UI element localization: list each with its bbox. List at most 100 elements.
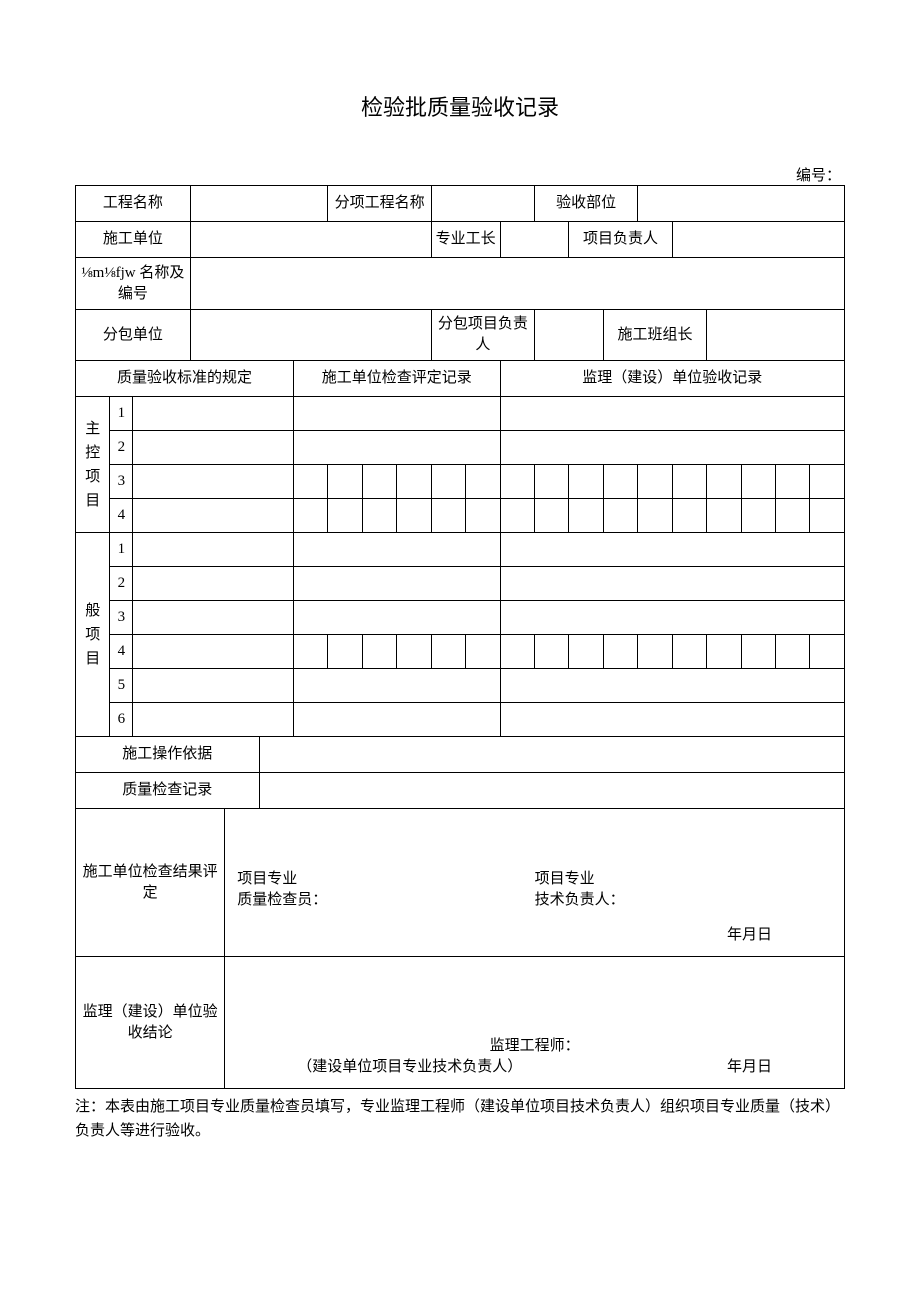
table-cell[interactable] xyxy=(810,635,845,669)
table-cell[interactable] xyxy=(569,465,603,499)
table-cell[interactable] xyxy=(133,499,294,533)
table-cell[interactable] xyxy=(741,465,775,499)
field-subitem[interactable] xyxy=(431,186,534,222)
header-quality-standard: 质量验收标准的规定 xyxy=(76,361,294,397)
table-cell[interactable] xyxy=(638,465,672,499)
label-project-name: 工程名称 xyxy=(76,186,191,222)
field-quality-record[interactable] xyxy=(259,773,844,809)
table-cell[interactable] xyxy=(500,567,844,601)
table-cell[interactable] xyxy=(500,669,844,703)
table-cell[interactable] xyxy=(294,635,328,669)
table-cell[interactable] xyxy=(638,635,672,669)
signature-area-1[interactable]: 项目专业 质量检查员： 项目专业 技术负责人： 年月日 xyxy=(225,809,845,957)
table-cell[interactable] xyxy=(133,533,294,567)
table-cell[interactable] xyxy=(133,431,294,465)
label-basis: 施工操作依据 xyxy=(76,737,260,773)
table-cell[interactable] xyxy=(133,601,294,635)
table-cell[interactable] xyxy=(569,499,603,533)
table-cell[interactable] xyxy=(362,499,396,533)
table-cell[interactable] xyxy=(500,499,534,533)
table-cell[interactable] xyxy=(707,465,741,499)
table-cell[interactable] xyxy=(707,499,741,533)
table-cell[interactable] xyxy=(133,703,294,737)
table-cell[interactable] xyxy=(500,703,844,737)
table-cell[interactable] xyxy=(466,499,500,533)
table-cell[interactable] xyxy=(431,635,465,669)
field-standard[interactable] xyxy=(190,258,844,310)
table-cell[interactable] xyxy=(810,499,845,533)
field-project-name[interactable] xyxy=(190,186,328,222)
signature-area-2[interactable]: 监理工程师： （建设单位项目专业技术负责人） 年月日 xyxy=(225,957,845,1089)
table-cell[interactable] xyxy=(569,635,603,669)
table-cell[interactable] xyxy=(466,465,500,499)
table-cell[interactable] xyxy=(500,601,844,635)
table-cell[interactable] xyxy=(362,465,396,499)
label-supervisor-engineer: 监理工程师： xyxy=(237,1036,832,1057)
main-table: 工程名称 分项工程名称 验收部位 施工单位 专业工长 项目负责人 ⅛m⅛fjw … xyxy=(75,185,845,1089)
table-cell[interactable] xyxy=(741,499,775,533)
table-cell[interactable] xyxy=(431,465,465,499)
table-cell[interactable] xyxy=(328,465,362,499)
table-cell[interactable] xyxy=(775,499,809,533)
field-subcontract-leader[interactable] xyxy=(534,310,603,361)
table-cell[interactable] xyxy=(603,635,637,669)
table-cell[interactable] xyxy=(133,669,294,703)
table-cell[interactable] xyxy=(294,601,501,635)
table-cell[interactable] xyxy=(500,635,534,669)
table-cell[interactable] xyxy=(328,499,362,533)
table-cell[interactable] xyxy=(431,499,465,533)
field-project-leader[interactable] xyxy=(672,222,844,258)
table-cell[interactable] xyxy=(741,635,775,669)
table-cell[interactable] xyxy=(362,635,396,669)
table-cell[interactable] xyxy=(500,533,844,567)
table-cell[interactable] xyxy=(534,499,568,533)
field-foreman[interactable] xyxy=(500,222,569,258)
label-subcontract: 分包单位 xyxy=(76,310,191,361)
table-cell[interactable] xyxy=(603,499,637,533)
field-team-leader[interactable] xyxy=(707,310,845,361)
table-cell[interactable] xyxy=(397,465,431,499)
table-cell[interactable] xyxy=(328,635,362,669)
table-cell[interactable] xyxy=(500,397,844,431)
table-cell[interactable] xyxy=(466,635,500,669)
header-supervision-record: 监理（建设）单位验收记录 xyxy=(500,361,844,397)
table-cell[interactable] xyxy=(294,499,328,533)
table-cell[interactable] xyxy=(500,431,844,465)
table-cell[interactable] xyxy=(775,635,809,669)
table-cell[interactable] xyxy=(133,635,294,669)
table-cell[interactable] xyxy=(397,635,431,669)
gen-row-num: 2 xyxy=(110,567,133,601)
table-cell[interactable] xyxy=(534,465,568,499)
table-cell[interactable] xyxy=(672,465,706,499)
label-subitem: 分项工程名称 xyxy=(328,186,431,222)
table-cell[interactable] xyxy=(294,431,501,465)
table-cell[interactable] xyxy=(500,465,534,499)
table-cell[interactable] xyxy=(294,703,501,737)
label-foreman: 专业工长 xyxy=(431,222,500,258)
field-accept-part[interactable] xyxy=(638,186,845,222)
table-cell[interactable] xyxy=(294,669,501,703)
table-cell[interactable] xyxy=(133,465,294,499)
table-cell[interactable] xyxy=(294,397,501,431)
field-basis[interactable] xyxy=(259,737,844,773)
table-cell[interactable] xyxy=(294,567,501,601)
label-main-control: 主控项目 xyxy=(76,397,110,533)
table-cell[interactable] xyxy=(603,465,637,499)
table-cell[interactable] xyxy=(672,499,706,533)
header-construction-record: 施工单位检查评定记录 xyxy=(294,361,501,397)
field-subcontract[interactable] xyxy=(190,310,431,361)
table-cell[interactable] xyxy=(294,465,328,499)
label-date-2: 年月日 xyxy=(727,1057,832,1078)
table-cell[interactable] xyxy=(638,499,672,533)
label-team-leader: 施工班组长 xyxy=(603,310,706,361)
field-construction-unit[interactable] xyxy=(190,222,431,258)
table-cell[interactable] xyxy=(294,533,501,567)
table-cell[interactable] xyxy=(397,499,431,533)
table-cell[interactable] xyxy=(707,635,741,669)
table-cell[interactable] xyxy=(672,635,706,669)
table-cell[interactable] xyxy=(133,567,294,601)
table-cell[interactable] xyxy=(775,465,809,499)
table-cell[interactable] xyxy=(133,397,294,431)
table-cell[interactable] xyxy=(534,635,568,669)
table-cell[interactable] xyxy=(810,465,845,499)
